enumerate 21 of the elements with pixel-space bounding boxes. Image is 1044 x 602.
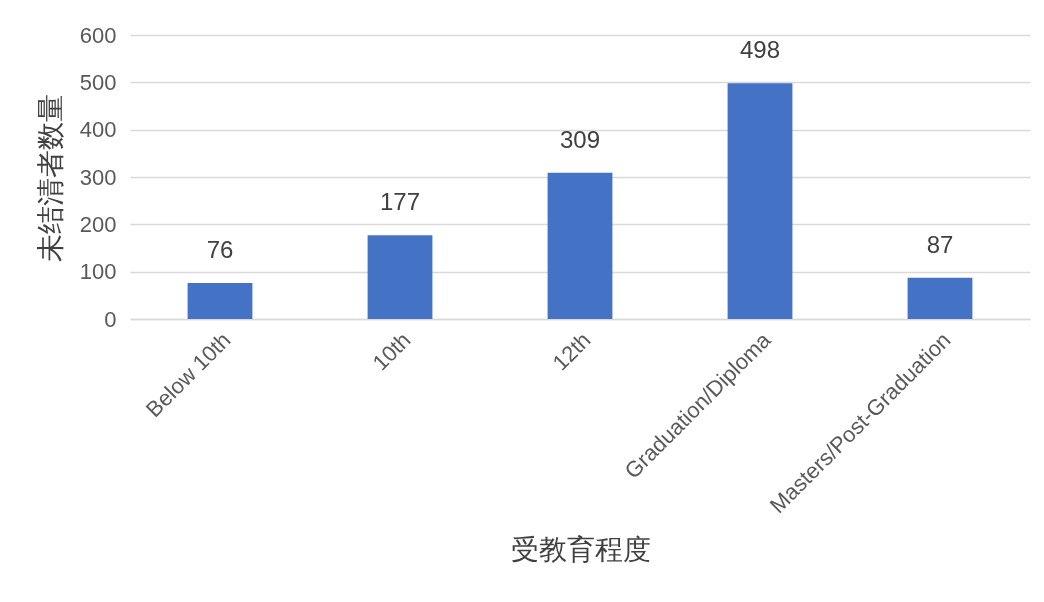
data-label: 177 (379, 188, 421, 216)
bar (907, 277, 973, 319)
x-tick-label: 10th (367, 327, 416, 376)
y-tick-label: 600 (79, 22, 117, 48)
data-label: 309 (559, 125, 601, 153)
y-tick-label: 300 (79, 164, 117, 190)
y-tick-label: 400 (79, 117, 117, 143)
x-tick-label: 12th (547, 327, 596, 376)
bar (187, 283, 253, 319)
bar (367, 235, 433, 319)
y-axis-title: 未结清者数量 (34, 93, 66, 262)
y-tick-label: 100 (79, 259, 117, 285)
y-tick-label: 500 (79, 69, 117, 95)
x-axis-title: 受教育程度 (510, 534, 651, 566)
y-tick-label: 0 (104, 306, 117, 332)
data-label: 87 (926, 230, 954, 258)
y-tick-label: 200 (79, 211, 117, 237)
bar (547, 172, 613, 319)
data-label: 498 (739, 36, 781, 64)
bar (727, 83, 793, 319)
data-label: 76 (206, 236, 234, 264)
